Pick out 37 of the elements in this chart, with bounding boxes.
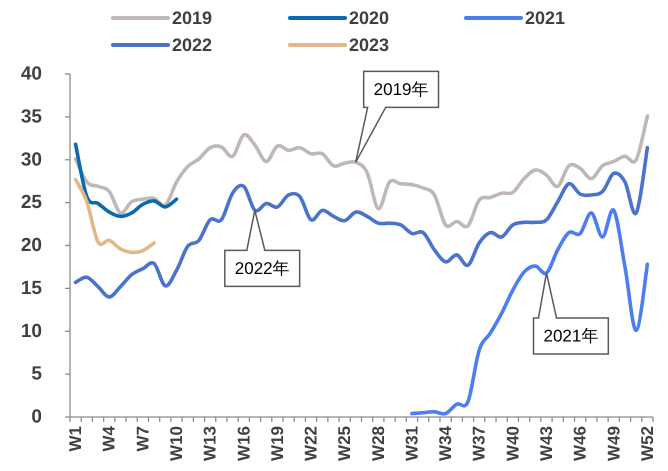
x-tick-label: W22 (302, 426, 321, 461)
legend-label: 2021 (525, 8, 566, 28)
x-tick-label: W16 (234, 426, 254, 461)
x-tick-label: W7 (133, 426, 152, 452)
x-tick-label: W31 (402, 426, 422, 461)
legend-label: 2023 (349, 35, 390, 55)
x-tick-label: W4 (100, 425, 119, 452)
legend-label: 2022 (172, 35, 212, 55)
x-tick-label: W43 (536, 426, 556, 461)
x-tick-label: W25 (335, 426, 354, 461)
y-tick-label: 35 (20, 106, 42, 128)
annotation: 2022年 (234, 258, 290, 278)
y-tick-label: 20 (20, 235, 42, 256)
annotation: 2019年 (374, 80, 428, 99)
x-tick-label: W1 (66, 426, 86, 452)
x-tick-label: W37 (470, 426, 489, 461)
annotation: 2021年 (543, 326, 598, 346)
x-tick-label: W34 (436, 425, 456, 461)
annotation: 2022年 (224, 210, 300, 288)
x-tick-label: W28 (368, 426, 388, 461)
x-tick-label: W52 (638, 426, 657, 461)
y-tick-label: 30 (20, 149, 42, 170)
y-tick-label: 0 (31, 406, 42, 428)
x-tick-label: W46 (570, 426, 590, 461)
y-tick-label: 10 (20, 320, 42, 342)
legend-label: 2020 (349, 8, 390, 28)
legend-label: 2019 (172, 8, 212, 28)
x-tick-label: W19 (268, 426, 287, 461)
x-tick-label: W13 (200, 426, 220, 461)
annotation: 2019年 (354, 70, 440, 164)
y-tick-label: 15 (20, 278, 42, 299)
y-tick-label: 25 (20, 192, 42, 214)
x-tick-label: W49 (604, 426, 624, 461)
x-tick-label: W10 (167, 426, 186, 461)
x-tick-label: W40 (503, 426, 522, 461)
y-tick-label: 5 (31, 364, 42, 385)
y-tick-label: 40 (20, 64, 42, 84)
